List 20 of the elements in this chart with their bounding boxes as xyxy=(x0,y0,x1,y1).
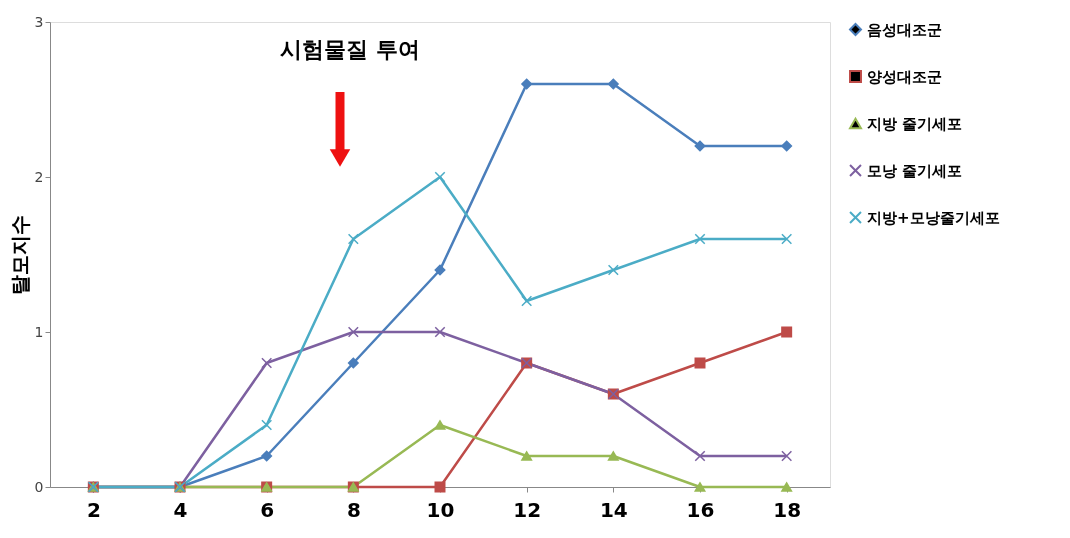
x-tick-label: 16 xyxy=(686,497,715,522)
x-tick-label: 4 xyxy=(173,497,188,522)
x-tick-label: 12 xyxy=(513,497,542,522)
legend-label: 음성대조군 xyxy=(867,20,942,39)
y-tick-label: 3 xyxy=(34,13,44,30)
x-tick-label: 14 xyxy=(599,497,628,522)
legend-label: 양성대조군 xyxy=(867,67,942,86)
y-tick-label: 1 xyxy=(34,323,44,340)
y-axis-title: 탈모지수 xyxy=(7,215,32,295)
x-tick-label: 6 xyxy=(260,497,275,522)
legend-label: 모낭 줄기세포 xyxy=(867,161,963,180)
y-tick-label: 0 xyxy=(34,478,44,495)
legend-label: 지방+모낭줄기세포 xyxy=(867,208,1000,227)
x-tick-label: 18 xyxy=(773,497,802,522)
y-tick-label: 2 xyxy=(34,168,44,185)
x-tick-label: 2 xyxy=(86,497,101,522)
annotation: 시험물질 투여 xyxy=(280,37,420,62)
x-tick-label: 10 xyxy=(426,497,455,522)
legend-label: 지방 줄기세포 xyxy=(867,114,963,133)
x-tick-label: 8 xyxy=(346,497,361,522)
